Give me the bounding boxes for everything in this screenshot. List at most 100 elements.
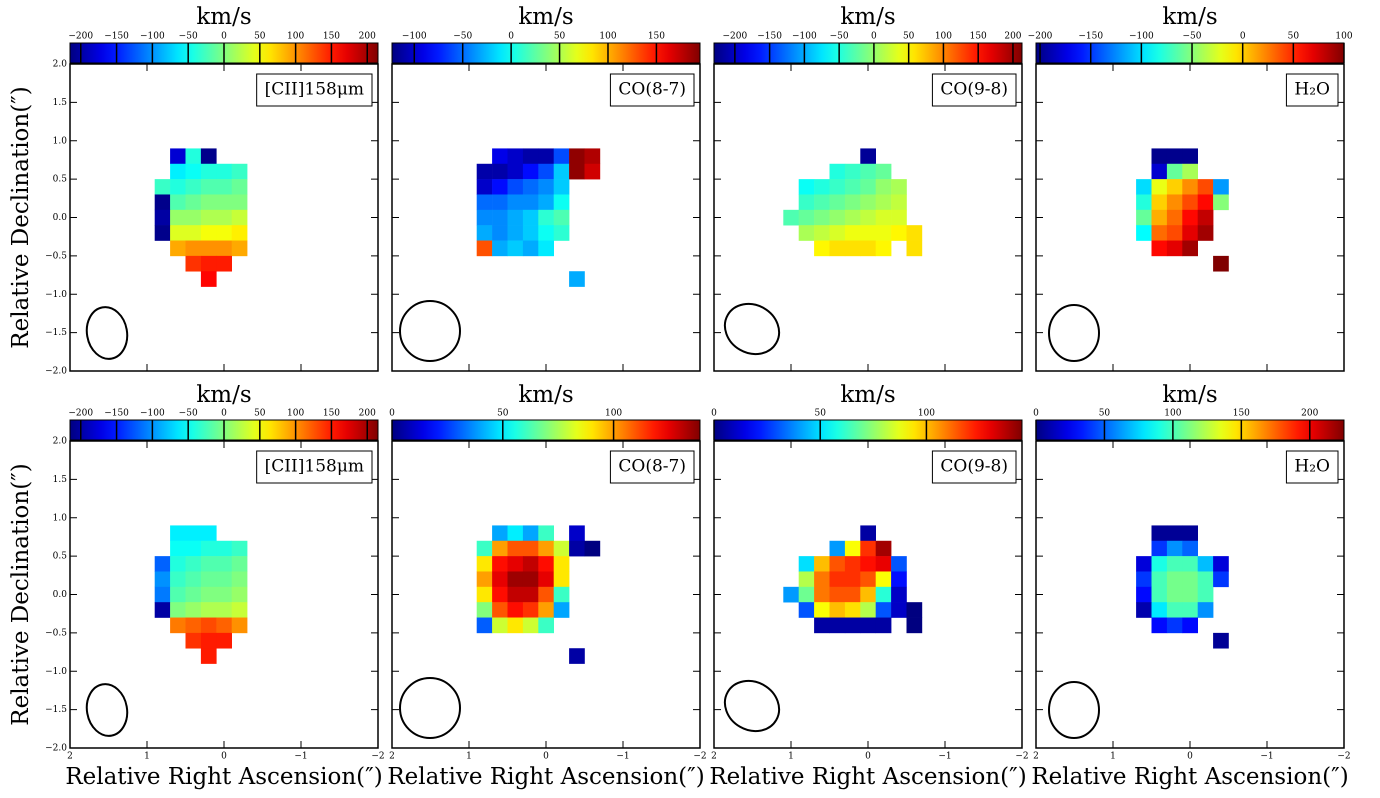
map-cell — [830, 164, 846, 180]
map-cell — [1152, 618, 1168, 634]
map-cell — [1136, 179, 1152, 195]
map-cell — [170, 164, 186, 180]
map-cell — [814, 194, 830, 210]
map-cell — [1182, 210, 1198, 226]
map-cell — [232, 571, 248, 587]
map-cell — [538, 525, 554, 541]
map-cell — [554, 571, 570, 587]
y-tick-label: −1.5 — [45, 705, 67, 715]
map-cell — [508, 602, 524, 618]
x-tick-label: −1 — [1260, 752, 1273, 762]
colorbar-label: km/s — [196, 382, 251, 408]
map-cell — [170, 571, 186, 587]
map-cell — [186, 602, 202, 618]
map-cell — [860, 618, 876, 634]
map-cell — [907, 225, 923, 241]
map-cell — [538, 179, 554, 195]
map-cell — [232, 194, 248, 210]
map-cell — [799, 194, 815, 210]
map-cell — [186, 148, 202, 164]
map-cell — [170, 525, 186, 541]
map-cell — [1167, 571, 1183, 587]
map-cell — [170, 194, 186, 210]
map-cell — [860, 525, 876, 541]
map-cell — [1136, 194, 1152, 210]
map-cell — [814, 602, 830, 618]
map-cell — [523, 541, 539, 557]
x-tick-label: −2 — [693, 752, 706, 762]
x-tick-label: 2 — [1033, 752, 1039, 762]
map-cell — [1167, 241, 1183, 257]
colorbar-tick-label: 150 — [323, 32, 340, 42]
map-cell — [508, 194, 524, 210]
y-tick-label: 0.5 — [53, 175, 68, 185]
map-cell — [1152, 210, 1168, 226]
map-cell — [1182, 148, 1198, 164]
map-cell — [554, 179, 570, 195]
map-cell — [830, 571, 846, 587]
map-cell — [860, 225, 876, 241]
map-cell — [1136, 556, 1152, 572]
colorbar-tick-label: 100 — [599, 32, 616, 42]
x-tick-label: 0 — [865, 752, 871, 762]
map-cell — [1213, 194, 1229, 210]
colorbar-tick-label: −150 — [1078, 32, 1103, 42]
map-cell — [508, 556, 524, 572]
map-cell — [1152, 571, 1168, 587]
map-cell — [523, 587, 539, 603]
map-cell — [783, 587, 799, 603]
map-cell — [830, 602, 846, 618]
map-cell — [860, 194, 876, 210]
map-cell — [232, 164, 248, 180]
map-cell — [477, 225, 493, 241]
map-cell — [891, 602, 907, 618]
map-cell — [1182, 241, 1198, 257]
colorbar-tick-label: 50 — [814, 409, 826, 419]
x-tick-label: −2 — [1337, 752, 1350, 762]
map-cell — [232, 602, 248, 618]
map-cell — [814, 225, 830, 241]
y-tick-label: −1.5 — [45, 328, 67, 338]
map-cell — [845, 194, 861, 210]
map-cell — [799, 179, 815, 195]
panel-title: CO(9-8) — [940, 80, 1008, 100]
y-tick-label: 0.0 — [53, 213, 68, 223]
map-cell — [492, 179, 508, 195]
map-cell — [814, 241, 830, 257]
map-cell — [523, 618, 539, 634]
map-cell — [170, 148, 186, 164]
map-cell — [1167, 618, 1183, 634]
map-cell — [186, 164, 202, 180]
colorbar — [714, 420, 1022, 440]
map-cell — [569, 148, 585, 164]
map-cell — [492, 164, 508, 180]
map-cell — [569, 164, 585, 180]
map-cell — [155, 225, 171, 241]
map-cell — [155, 602, 171, 618]
map-cell — [830, 194, 846, 210]
map-cell — [1167, 225, 1183, 241]
map-cell — [1167, 525, 1183, 541]
colorbar-tick-label: 0 — [221, 409, 227, 419]
map-cell — [814, 210, 830, 226]
map-cell — [845, 164, 861, 180]
map-cell — [1198, 179, 1214, 195]
map-cell — [1213, 633, 1229, 649]
map-cell — [523, 602, 539, 618]
map-cell — [876, 179, 892, 195]
map-cell — [554, 210, 570, 226]
map-cell — [155, 571, 171, 587]
y-tick-label: 0.0 — [53, 590, 68, 600]
map-cell — [477, 541, 493, 557]
map-cell — [1182, 556, 1198, 572]
map-cell — [201, 210, 217, 226]
x-axis-label: Relative Right Ascension(″) — [65, 764, 382, 790]
map-cell — [891, 225, 907, 241]
colorbar-tick-label: 50 — [554, 32, 566, 42]
panel: CO(8-7)−100−50050100150km/s — [392, 4, 700, 371]
map-cell — [186, 571, 202, 587]
map-cell — [1213, 179, 1229, 195]
y-axis-label: Relative Declination(″) — [8, 463, 34, 725]
x-tick-label: −1 — [938, 752, 951, 762]
